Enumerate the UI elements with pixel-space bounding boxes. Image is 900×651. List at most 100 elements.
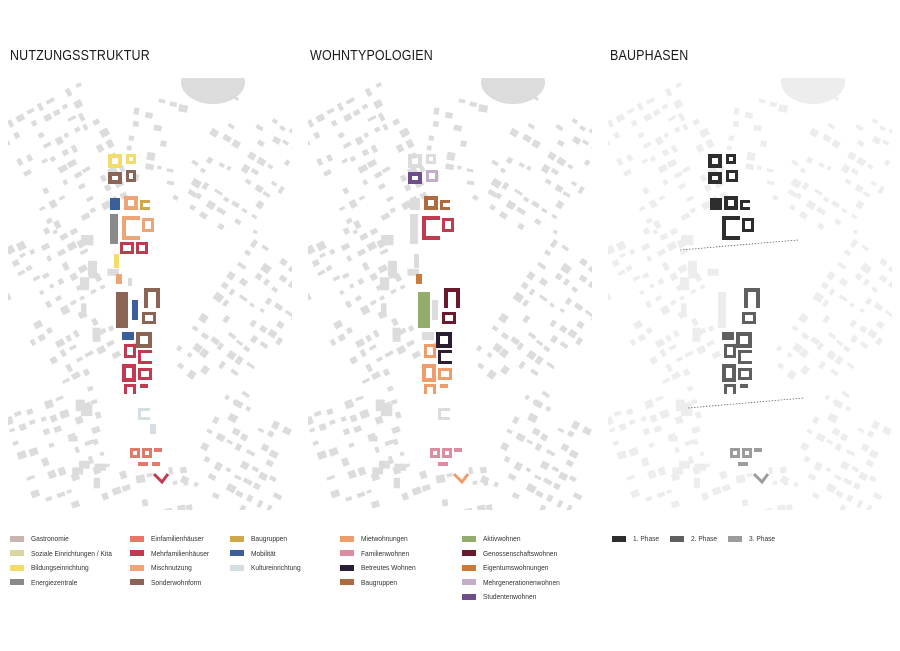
context-building <box>19 252 26 259</box>
context-building <box>270 180 278 187</box>
context-building <box>518 360 527 370</box>
context-building <box>551 213 558 220</box>
legend-label: Eigentumswohnungen <box>483 563 549 572</box>
legend-swatch <box>130 579 144 585</box>
context-building <box>365 334 373 343</box>
context-building <box>792 342 803 354</box>
context-building <box>342 187 350 195</box>
context-building <box>718 470 728 480</box>
context-building <box>271 286 279 293</box>
context-building <box>684 439 695 447</box>
context-building <box>315 113 326 123</box>
context-building <box>543 249 552 257</box>
block-segment <box>708 154 712 168</box>
context-building <box>503 455 511 463</box>
block-segment <box>432 364 436 382</box>
legend-label: Soziale Einrichtungen / Kita <box>31 548 112 558</box>
context-building <box>193 481 199 488</box>
context-building <box>490 177 502 189</box>
context-building <box>382 368 391 377</box>
block-solid <box>114 254 119 268</box>
context-building <box>867 430 875 438</box>
legend-item: Familienwohnen <box>340 549 413 558</box>
context-building <box>369 227 379 236</box>
block-segment <box>408 172 422 176</box>
context-building <box>836 261 847 270</box>
block-segment <box>426 161 436 164</box>
context-building <box>216 342 225 351</box>
block-segment <box>438 361 452 364</box>
context-building <box>669 272 679 282</box>
context-building <box>203 455 211 463</box>
context-building <box>541 207 548 214</box>
block-segment <box>426 154 436 157</box>
context-building <box>87 455 95 465</box>
context-building <box>256 156 267 167</box>
context-building <box>368 344 377 351</box>
block-solid <box>116 274 122 284</box>
context-building <box>791 325 799 332</box>
context-building <box>69 227 79 236</box>
context-building <box>608 292 612 302</box>
context-building <box>814 188 823 196</box>
context-building-cluster <box>472 95 592 235</box>
context-building <box>267 328 278 339</box>
context-building <box>222 196 230 203</box>
context-building <box>378 460 390 469</box>
block-segment <box>126 161 136 164</box>
context-building <box>349 155 357 163</box>
context-building <box>255 123 264 132</box>
context-building <box>500 331 510 340</box>
context-building <box>690 317 699 327</box>
context-building <box>872 492 883 501</box>
context-building <box>251 213 258 220</box>
context-building <box>486 369 497 380</box>
context-building <box>426 145 432 151</box>
context-building <box>339 205 346 212</box>
context-building <box>227 412 239 424</box>
context-building <box>363 132 370 139</box>
context-building <box>688 273 699 279</box>
context-building <box>261 244 270 252</box>
context-building <box>36 102 45 112</box>
context-building <box>854 184 864 194</box>
context-building <box>689 207 697 214</box>
context-building <box>361 103 369 110</box>
context-building <box>30 489 41 499</box>
context-building <box>380 404 393 417</box>
block-segment <box>726 179 738 182</box>
block-solid <box>138 462 148 466</box>
block-segment <box>744 288 760 292</box>
context-building <box>676 239 686 249</box>
context-building <box>79 295 86 301</box>
context-building <box>517 222 525 231</box>
context-building <box>26 474 36 481</box>
context-building <box>527 122 535 130</box>
context-building <box>658 195 666 201</box>
context-building <box>547 151 557 161</box>
context-building <box>399 127 411 139</box>
context-building <box>341 157 349 164</box>
context-building <box>575 336 584 346</box>
context-building <box>862 278 871 287</box>
context-building <box>11 258 20 267</box>
context-building <box>554 184 564 194</box>
context-building <box>377 263 389 274</box>
block-segment <box>133 344 136 358</box>
context-building <box>505 156 514 165</box>
context-building <box>374 415 384 425</box>
block-solid <box>152 462 160 466</box>
context-building <box>842 477 853 486</box>
context-building <box>570 420 581 430</box>
context-building-cluster <box>8 82 128 235</box>
block-solid <box>710 198 722 210</box>
legend-swatch <box>462 564 476 571</box>
context-building <box>340 416 347 422</box>
context-building <box>789 204 796 211</box>
context-building <box>32 319 44 330</box>
block-segment <box>724 384 727 394</box>
context-building <box>827 412 839 424</box>
context-building <box>252 482 261 491</box>
context-building <box>670 472 681 482</box>
context-building <box>343 113 353 122</box>
